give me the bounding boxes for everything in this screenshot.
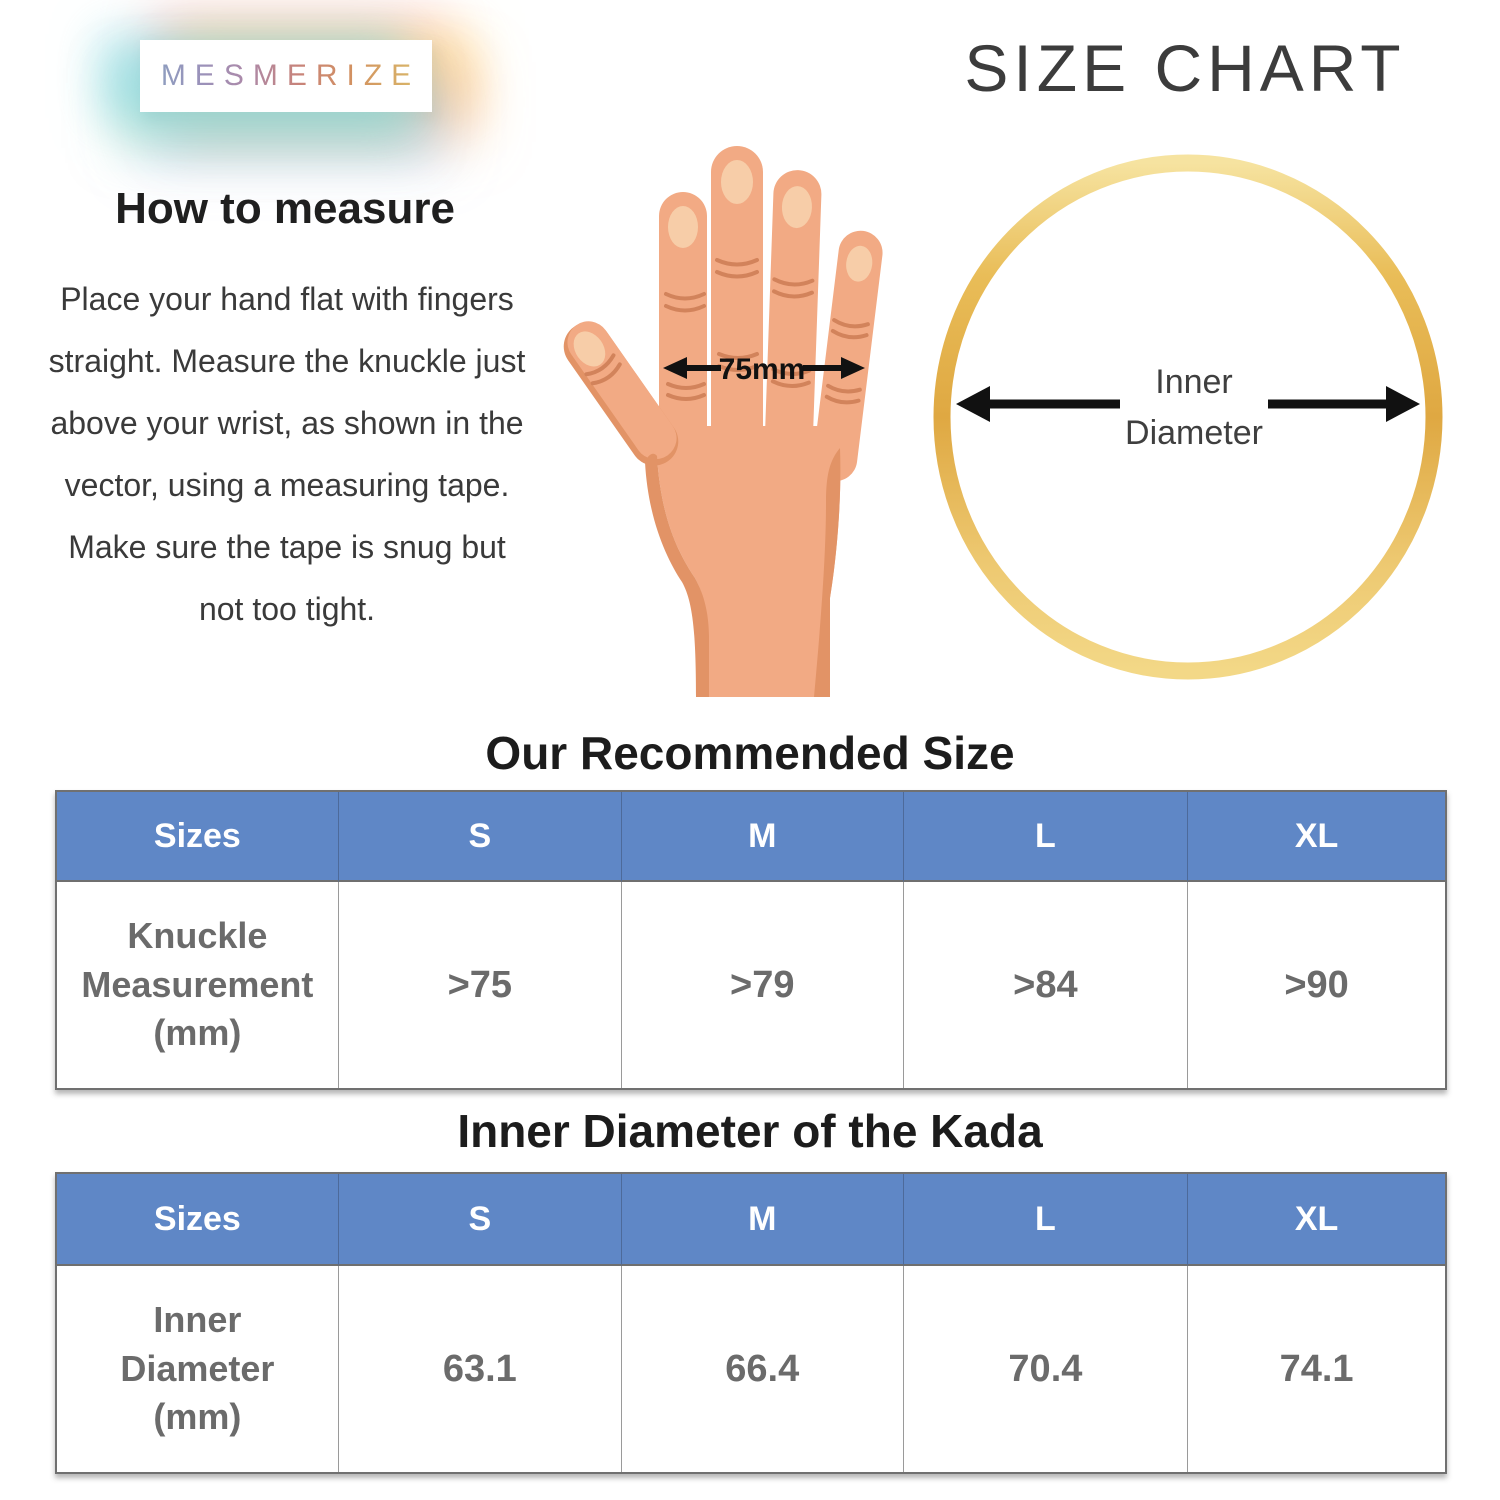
hand-shape (563, 146, 883, 697)
inner-diameter-label-line2: Diameter (1125, 414, 1263, 452)
column-header-xl: XL (1188, 792, 1445, 882)
column-header-l: L (903, 792, 1189, 882)
column-header-xl: XL (1188, 1174, 1445, 1266)
row-label-inner-diameter: Inner Diameter (mm) (57, 1266, 339, 1472)
row-label-knuckle-measurement: Knuckle Measurement (mm) (57, 882, 339, 1088)
finger-creases (584, 258, 870, 405)
knuckle-value-m: >79 (622, 882, 904, 1088)
column-header-l: L (903, 1174, 1189, 1266)
page-title: SIZE CHART (964, 31, 1406, 105)
inner-diameter-label-line1: Inner (1155, 363, 1233, 401)
diameter-value-xl: 74.1 (1279, 1347, 1354, 1390)
column-header-s: S (338, 1174, 622, 1266)
column-header-m: M (621, 792, 904, 882)
brand-name: MESMERIZE (152, 59, 420, 93)
column-header-m: M (621, 1174, 904, 1266)
knuckle-value-s: >75 (339, 882, 622, 1088)
kada-ring-illustration: Inner Diameter (933, 154, 1443, 680)
knuckle-value-xl: >90 (1284, 963, 1349, 1006)
diameter-value-s: 63.1 (339, 1266, 622, 1472)
column-header-s: S (338, 792, 622, 882)
gold-ring (933, 154, 1443, 680)
diameter-value-m: 66.4 (622, 1266, 904, 1472)
inner-diameter-table: Sizes S M L XL Inner Diameter (mm) 63.1 … (55, 1172, 1447, 1474)
inner-diameter-heading: Inner Diameter of the Kada (457, 1105, 1043, 1157)
column-header-sizes: Sizes (57, 1174, 339, 1266)
fingernails (573, 160, 873, 367)
knuckle-value-l: >84 (904, 882, 1189, 1088)
how-to-measure-text: Place your hand flat with fingers straig… (48, 281, 526, 627)
column-header-sizes: Sizes (57, 792, 339, 882)
how-to-measure-heading: How to measure (115, 184, 455, 233)
inner-diameter-arrow: Inner Diameter (956, 363, 1420, 452)
knuckle-width-label: 75mm (719, 353, 806, 386)
knuckle-width-arrow: 75mm (663, 353, 865, 386)
hand-illustration: 75mm (563, 146, 883, 697)
brand-logo: MESMERIZE (140, 40, 432, 112)
diameter-value-l: 70.4 (904, 1266, 1189, 1472)
recommended-size-heading: Our Recommended Size (485, 727, 1015, 779)
recommended-size-table: Sizes S M L XL Knuckle Measurement (mm) … (55, 790, 1447, 1090)
